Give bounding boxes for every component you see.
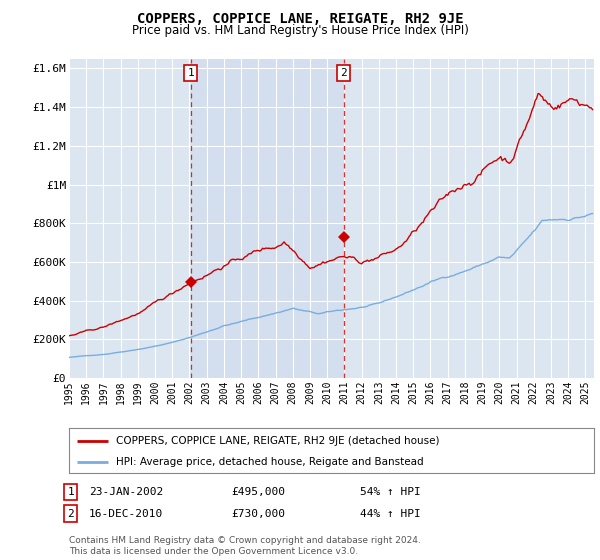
Text: £495,000: £495,000 bbox=[231, 487, 285, 497]
Text: Price paid vs. HM Land Registry's House Price Index (HPI): Price paid vs. HM Land Registry's House … bbox=[131, 24, 469, 37]
Text: COPPERS, COPPICE LANE, REIGATE, RH2 9JE: COPPERS, COPPICE LANE, REIGATE, RH2 9JE bbox=[137, 12, 463, 26]
Text: 16-DEC-2010: 16-DEC-2010 bbox=[89, 508, 163, 519]
Text: 2: 2 bbox=[340, 68, 347, 78]
Text: 54% ↑ HPI: 54% ↑ HPI bbox=[360, 487, 421, 497]
Bar bbox=[191, 59, 344, 378]
Text: 44% ↑ HPI: 44% ↑ HPI bbox=[360, 508, 421, 519]
Text: HPI: Average price, detached house, Reigate and Banstead: HPI: Average price, detached house, Reig… bbox=[116, 457, 424, 467]
Text: £730,000: £730,000 bbox=[231, 508, 285, 519]
Text: Contains HM Land Registry data © Crown copyright and database right 2024.
This d: Contains HM Land Registry data © Crown c… bbox=[69, 536, 421, 556]
Text: COPPERS, COPPICE LANE, REIGATE, RH2 9JE (detached house): COPPERS, COPPICE LANE, REIGATE, RH2 9JE … bbox=[116, 436, 440, 446]
Text: 2: 2 bbox=[67, 508, 74, 519]
Text: 1: 1 bbox=[187, 68, 194, 78]
Text: 23-JAN-2002: 23-JAN-2002 bbox=[89, 487, 163, 497]
Text: 1: 1 bbox=[67, 487, 74, 497]
